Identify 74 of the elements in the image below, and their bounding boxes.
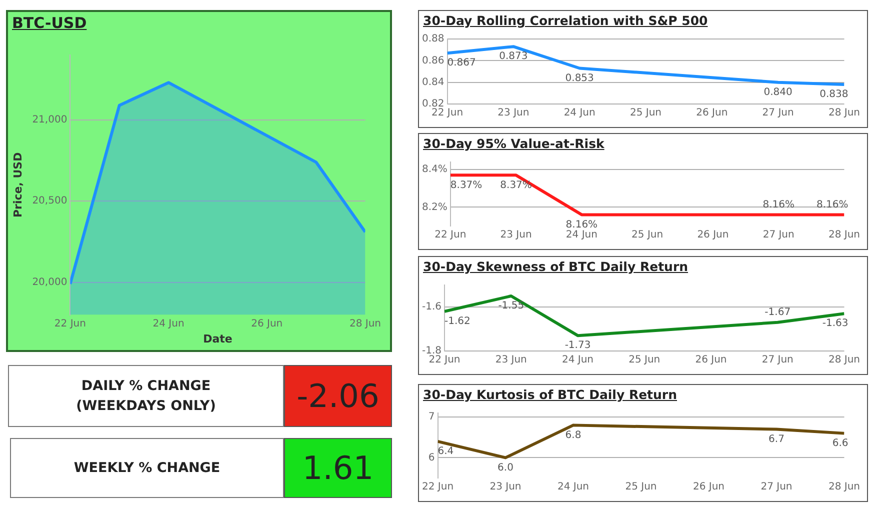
x-tick-label: 25 Jun	[630, 108, 662, 119]
y-tick-label: 0.84	[422, 76, 444, 88]
x-tick-label: 22 Jun	[428, 354, 460, 366]
y-tick-label: 20,000	[32, 276, 68, 288]
y-tick-label: 6	[428, 452, 435, 464]
data-label: -2.06	[284, 365, 392, 427]
y-axis-title: Price, USD	[11, 152, 24, 218]
data-label: -1.63	[822, 318, 848, 330]
x-tick-label: 28 Jun	[828, 354, 860, 366]
x-tick-label: 24 Jun	[557, 482, 590, 493]
chart-title: 30-Day 95% Value-at-Risk	[423, 136, 606, 151]
x-tick-label: 28 Jun	[828, 108, 860, 119]
data-label: 1.61	[284, 438, 392, 498]
data-label: 6.0	[498, 462, 514, 474]
text: WEEKLY % CHANGE	[10, 438, 284, 498]
x-tick-label: 23 Jun	[495, 354, 527, 366]
y-tick-label: 20,500	[32, 196, 68, 207]
x-tick-label: 28 Jun	[828, 482, 860, 493]
x-tick-label: 25 Jun	[632, 230, 664, 241]
x-tick-label: 24 Jun	[562, 354, 594, 366]
x-tick-label: 26 Jun	[696, 108, 728, 119]
data-label: -1.73	[564, 340, 591, 352]
y-tick-label: 7	[428, 412, 435, 423]
y-tick-label: 8.2%	[422, 202, 448, 213]
x-tick-label: 24 Jun	[566, 230, 598, 241]
chart-title: 30-Day Rolling Correlation with S&P 500	[423, 13, 709, 28]
x-tick-label: 26 Jun	[695, 354, 727, 366]
data-label: 8.16%	[762, 199, 794, 210]
x-tick-label: 26 Jun	[251, 318, 283, 330]
data-label: 0.853	[565, 72, 594, 84]
x-tick-label: 28 Jun	[828, 230, 860, 241]
x-tick-label: 23 Jun	[490, 482, 522, 493]
data-label: 8.37%	[500, 180, 532, 191]
data-label: -1.62	[444, 316, 470, 327]
data-label: 6.7	[768, 434, 784, 445]
x-tick-label: 22 Jun	[432, 108, 464, 119]
x-tick-label: 22 Jun	[434, 230, 466, 241]
data-label: 0.838	[820, 89, 848, 100]
x-tick-label: 22 Jun	[54, 318, 86, 330]
x-tick-label: 25 Jun	[628, 354, 660, 366]
x-tick-label: 28 Jun	[349, 318, 381, 330]
x-tick-label: 27 Jun	[762, 354, 794, 366]
data-label: 0.867	[447, 58, 476, 69]
data-label: 6.8	[565, 430, 582, 441]
data-label: 8.16%	[816, 199, 848, 210]
y-tick-label: 8.4%	[422, 164, 448, 176]
x-tick-label: 24 Jun	[152, 318, 184, 330]
data-label: -1.67	[764, 306, 791, 318]
chart-title: 30-Day Skewness of BTC Daily Return	[423, 259, 690, 274]
x-tick-label: 26 Jun	[692, 482, 725, 493]
x-tick-label: 26 Jun	[697, 230, 729, 241]
data-label: 8.16%	[566, 219, 598, 230]
x-tick-label: 23 Jun	[500, 230, 532, 241]
data-label: -1.55	[498, 300, 524, 312]
x-tick-label: 27 Jun	[762, 108, 794, 119]
x-tick-label: 23 Jun	[498, 108, 530, 119]
data-label: 0.873	[499, 51, 528, 62]
x-tick-label: 27 Jun	[762, 230, 794, 241]
text: DAILY % CHANGE (WEEKDAYS ONLY)	[8, 365, 284, 427]
chart-title: BTC-USD	[12, 14, 88, 32]
x-tick-label: 27 Jun	[760, 482, 792, 493]
y-tick-label: 0.86	[422, 55, 444, 66]
y-tick-label: -1.6	[422, 302, 442, 313]
data-label: 8.37%	[450, 180, 482, 191]
x-axis-title: Date	[203, 332, 232, 346]
chart-title: 30-Day Kurtosis of BTC Daily Return	[423, 387, 678, 402]
data-label: 0.840	[764, 86, 792, 98]
x-tick-label: 24 Jun	[564, 108, 596, 119]
y-tick-label: 0.88	[422, 34, 444, 45]
x-tick-label: 22 Jun	[422, 482, 454, 493]
data-label: 6.6	[832, 438, 848, 449]
x-tick-label: 25 Jun	[625, 482, 657, 493]
y-tick-label: 21,000	[32, 114, 68, 126]
data-label: 6.4	[438, 446, 454, 458]
